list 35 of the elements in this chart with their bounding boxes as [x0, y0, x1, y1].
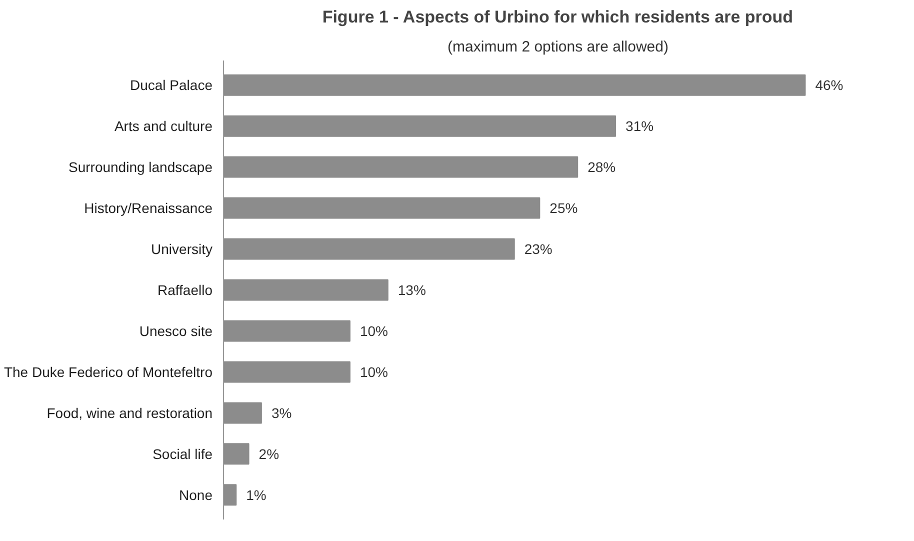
data-label: 28% — [588, 159, 616, 176]
y-tick-label: The Duke Federico of Montefeltro — [4, 364, 213, 380]
y-tick-label: Food, wine and restoration — [46, 404, 212, 421]
bar — [224, 443, 250, 465]
data-label: 13% — [398, 282, 426, 298]
y-tick-label: Raffaello — [158, 282, 213, 298]
y-tick-label: Surrounding landscape — [68, 159, 213, 176]
bar — [224, 361, 350, 383]
y-tick-label: Ducal Palace — [130, 77, 213, 94]
data-label: 46% — [815, 77, 844, 94]
data-label: 10% — [360, 322, 388, 339]
data-label: 25% — [550, 200, 578, 216]
y-tick-label: Unesco site — [139, 322, 213, 339]
y-tick-label: Arts and culture — [114, 118, 213, 134]
data-label: 23% — [524, 241, 552, 258]
y-tick-label: University — [151, 241, 213, 258]
data-label: 10% — [360, 364, 388, 380]
bar — [224, 197, 540, 219]
y-tick-label: History/Renaissance — [84, 200, 213, 216]
y-tick-label: Social life — [152, 446, 213, 462]
bar — [224, 74, 806, 96]
bar — [224, 402, 262, 424]
bar — [224, 156, 578, 178]
bar — [224, 484, 237, 506]
chart-title: Figure 1 - Aspects of Urbino for which residents are proud — [322, 8, 794, 26]
bar — [224, 238, 515, 260]
bar — [224, 279, 388, 301]
chart-subtitle: (maximum 2 options are allowed) — [448, 38, 668, 56]
data-label: 1% — [246, 486, 266, 503]
data-label: 2% — [258, 446, 280, 462]
y-tick-label: None — [179, 486, 213, 503]
data-label: 3% — [271, 404, 292, 421]
data-label: 31% — [626, 118, 654, 134]
bar — [224, 320, 350, 342]
bar — [224, 115, 616, 137]
